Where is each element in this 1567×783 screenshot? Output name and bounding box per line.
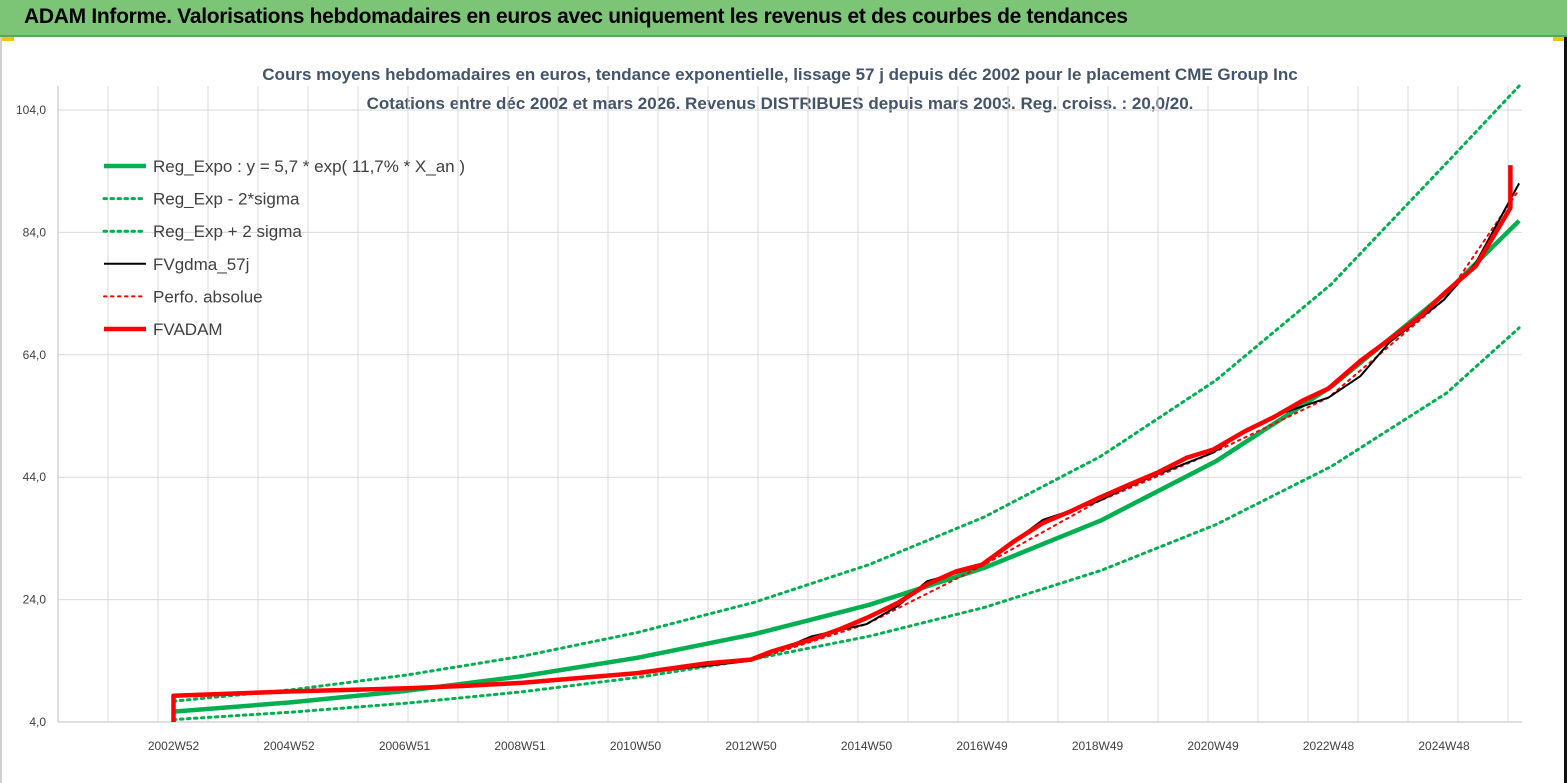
x-tick-label: 2002W52 — [148, 739, 200, 753]
header-corner-right — [1553, 37, 1567, 41]
chart-title-line1: Cours moyens hebdomadaires en euros, ten… — [262, 65, 1297, 84]
x-tick-label: 2004W52 — [263, 739, 315, 753]
x-tick-label: 2014W50 — [841, 739, 893, 753]
legend-label: Perfo. absolue — [153, 287, 263, 306]
chart-title-line2: Cotations entre déc 2002 et mars 2026. R… — [367, 94, 1194, 113]
series-line-3 — [182, 182, 1520, 697]
x-tick-label: 2008W51 — [494, 739, 546, 753]
series-line-1 — [172, 326, 1521, 722]
x-tick-label: 2010W50 — [610, 739, 662, 753]
x-tick-label: 2012W50 — [725, 739, 777, 753]
frame-left-border — [0, 37, 2, 783]
x-tick-label: 2022W48 — [1303, 739, 1355, 753]
y-tick-label: 104,0 — [16, 103, 46, 117]
legend-label: FVADAM — [153, 320, 223, 339]
y-tick-label: 4,0 — [29, 715, 46, 729]
legend-label: Reg_Expo : y = 5,7 * exp( 11,7% * X_an ) — [153, 157, 465, 176]
report-header: ADAM Informe. Valorisations hebdomadaire… — [0, 0, 1567, 37]
chart-series — [171, 84, 1521, 722]
series-line-0 — [173, 219, 1521, 714]
y-tick-label: 64,0 — [23, 348, 47, 362]
y-tick-label: 44,0 — [23, 470, 47, 484]
chart-axis-labels: 4,0 24,0 44,0 64,0 84,0 104,0 2002W52 2004W52 20… — [16, 103, 1470, 753]
y-tick-label: 84,0 — [23, 225, 47, 239]
legend-label: Reg_Exp + 2 sigma — [153, 222, 302, 241]
legend-label: Reg_Exp - 2*sigma — [153, 190, 300, 209]
series-line-2 — [172, 84, 1521, 703]
series-line-5 — [171, 165, 1513, 722]
legend-label: FVgdma_57j — [153, 255, 249, 274]
x-tick-label: 2018W49 — [1072, 739, 1124, 753]
y-tick-label: 24,0 — [23, 593, 47, 607]
frame-right-border — [1564, 37, 1567, 783]
x-tick-label: 2016W49 — [956, 739, 1008, 753]
report-title: ADAM Informe. Valorisations hebdomadaire… — [24, 5, 1128, 28]
series-line-4 — [181, 188, 1521, 697]
chart-grid — [57, 86, 1522, 723]
x-tick-label: 2006W51 — [379, 739, 431, 753]
header-corner-left — [0, 37, 14, 41]
x-tick-label: 2024W48 — [1418, 739, 1470, 753]
chart-legend: Reg_Expo : y = 5,7 * exp( 11,7% * X_an )… — [102, 157, 465, 339]
x-tick-label: 2020W49 — [1187, 739, 1239, 753]
